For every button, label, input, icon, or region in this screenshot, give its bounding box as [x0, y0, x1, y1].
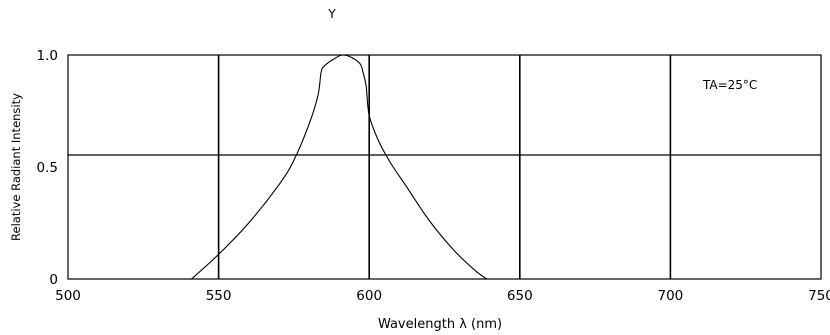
x-tick-label-550: 550 — [206, 288, 232, 304]
grid — [68, 55, 821, 279]
y-tick-label-0-5: 0.5 — [37, 160, 58, 176]
x-tick-label-700: 700 — [658, 288, 684, 304]
y-tick-labels: 0 0.5 1.0 — [37, 48, 58, 288]
series-line-0 — [191, 54, 487, 280]
y-tick-label-1: 1.0 — [37, 48, 58, 64]
temperature-annotation: TA=25°C — [702, 78, 757, 92]
series-layer — [191, 54, 487, 280]
x-tick-label-650: 650 — [507, 288, 533, 304]
y-tick-label-0: 0 — [49, 272, 58, 288]
y-axis-label: Relative Radiant Intensity — [9, 93, 23, 241]
chart-title: Y — [327, 7, 336, 21]
x-tick-label-750: 750 — [808, 288, 830, 304]
plot-frame — [67, 54, 822, 280]
x-tick-label-600: 600 — [356, 288, 382, 304]
x-tick-labels: 500 550 600 650 700 750 — [55, 288, 830, 304]
x-axis-label: Wavelength λ (nm) — [378, 317, 502, 332]
x-tick-label-500: 500 — [55, 288, 81, 304]
